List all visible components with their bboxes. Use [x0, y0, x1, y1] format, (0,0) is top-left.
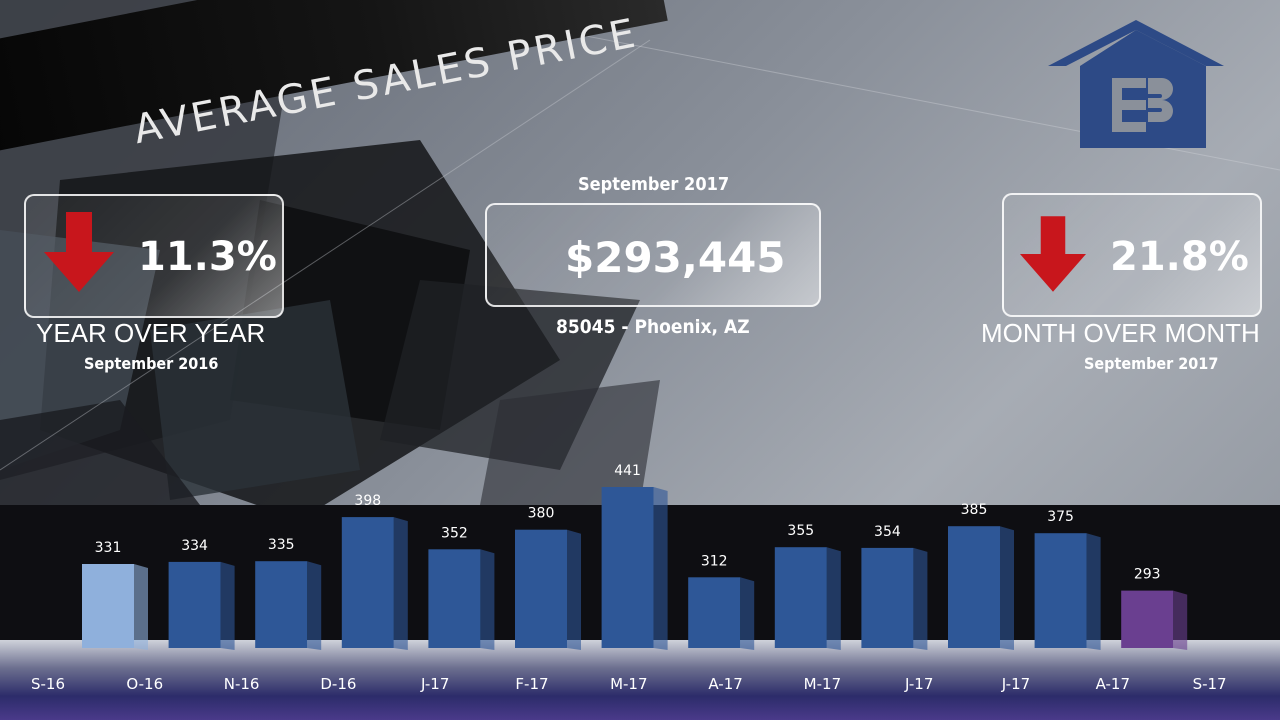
bar-side: [740, 577, 755, 650]
bar-8: [688, 577, 741, 648]
year-over-year-date: September 2016: [84, 354, 219, 373]
value-label: 385: [961, 502, 988, 518]
value-label: 335: [268, 537, 295, 553]
bar-side: [220, 561, 235, 650]
value-label: 398: [354, 493, 381, 509]
x-tick-label: A-17: [708, 675, 742, 693]
down-arrow-icon: [44, 212, 114, 292]
value-label: 375: [1047, 509, 1074, 525]
value-label: 354: [874, 524, 901, 540]
value-label: 352: [441, 525, 468, 541]
bar-side: [653, 487, 668, 650]
bar-3: [255, 561, 308, 648]
bar-11: [948, 526, 1000, 648]
x-tick-label: S-16: [31, 675, 65, 693]
month-over-month-date: September 2017: [1084, 354, 1219, 373]
bar-side: [826, 547, 841, 650]
year-over-year-label: YEAR OVER YEAR: [36, 318, 266, 348]
bar-4: [341, 517, 394, 648]
bar-1: [82, 564, 134, 648]
bar-9: [774, 547, 827, 648]
bar-6: [515, 529, 567, 648]
bar-side: [393, 517, 408, 650]
month-over-month-label: MONTH OVER MONTH: [981, 318, 1260, 348]
bar-side: [567, 529, 581, 650]
average-price-box: [485, 203, 821, 307]
bar-12: [1034, 533, 1087, 648]
bar-side: [480, 549, 495, 650]
bar-13: [1121, 590, 1174, 648]
bar-side: [307, 561, 322, 650]
value-label: 355: [787, 523, 814, 539]
x-tick-label: D-16: [320, 675, 356, 693]
average-price-value: $293,445: [565, 233, 786, 282]
value-label: 293: [1134, 567, 1161, 583]
value-label: 331: [95, 540, 122, 556]
bar-side: [1173, 590, 1188, 650]
x-tick-label: S-17: [1193, 675, 1227, 693]
center-date: September 2017: [578, 174, 730, 195]
bar-10: [861, 547, 914, 648]
x-tick-label: N-16: [224, 675, 260, 693]
x-tick-label: A-17: [1096, 675, 1130, 693]
bar-side: [1000, 526, 1014, 650]
value-label: 441: [614, 463, 641, 479]
x-tick-label: M-17: [610, 675, 647, 693]
x-tick-label: J-17: [1001, 675, 1030, 693]
bar-5: [428, 549, 481, 648]
value-label: 380: [528, 506, 555, 522]
bar-7: [601, 487, 654, 648]
bar-2: [168, 561, 221, 648]
bar-side: [913, 547, 928, 650]
value-label: 312: [701, 553, 728, 569]
house-cb-logo-icon: [1048, 20, 1224, 148]
location-label: 85045 - Phoenix, AZ: [556, 316, 750, 338]
x-tick-label: M-17: [804, 675, 841, 693]
bar-side: [134, 564, 148, 650]
bar-side: [1086, 533, 1101, 650]
x-tick-label: J-17: [904, 675, 933, 693]
x-tick-label: J-17: [420, 675, 449, 693]
x-tick-label: F-17: [515, 675, 548, 693]
down-arrow-icon: [1020, 216, 1086, 292]
month-over-month-value: 21.8%: [1110, 234, 1249, 280]
x-tick-label: O-16: [126, 675, 163, 693]
value-label: 334: [181, 538, 208, 554]
chart-floor: [0, 640, 1280, 720]
year-over-year-value: 11.3%: [138, 234, 277, 280]
